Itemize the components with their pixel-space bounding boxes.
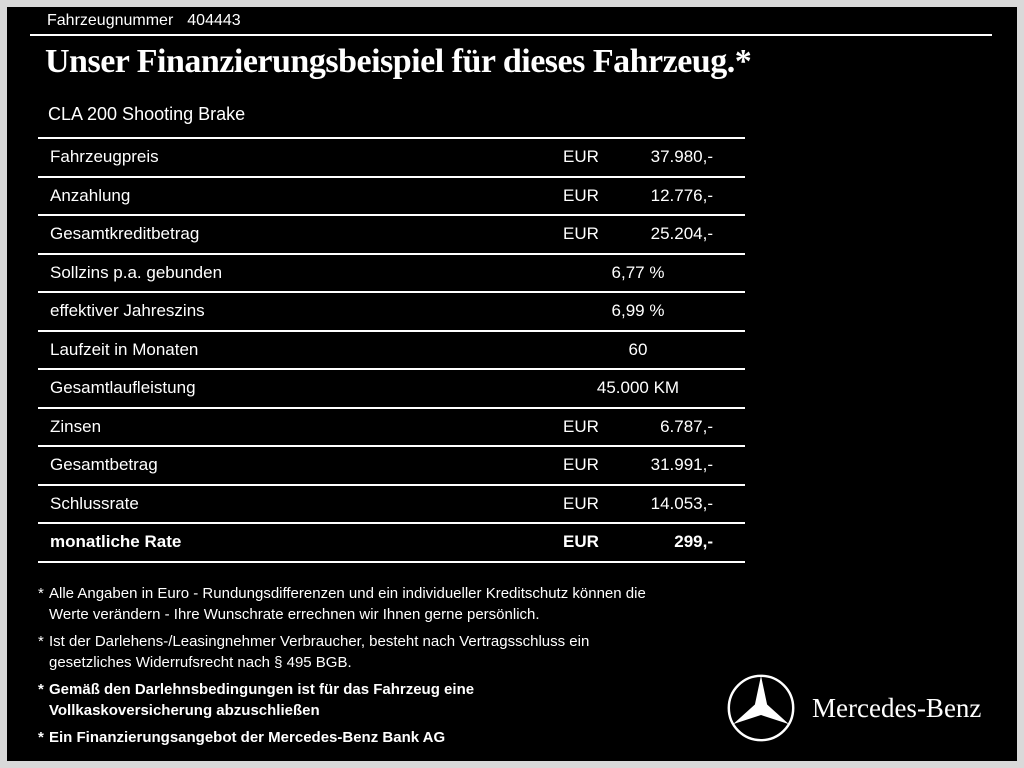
table-row: effektiver Jahreszins 6,99 % <box>38 291 745 330</box>
brand-wordmark: Mercedes-Benz <box>812 692 982 723</box>
row-value: 6,77 % <box>611 262 665 282</box>
row-value-col: EUR 299,- <box>563 532 713 552</box>
finance-offer-page: Fahrzeugnummer 404443 Unser Finanzierung… <box>7 7 1017 761</box>
row-currency: EUR <box>563 147 599 167</box>
header-divider <box>30 34 992 36</box>
footnote: * Gemäß den Darlehnsbedingungen ist für … <box>38 679 750 721</box>
table-row: Zinsen EUR 6.787,- <box>38 406 745 446</box>
row-label: Sollzins p.a. gebunden <box>50 262 223 282</box>
row-label: Anzahlung <box>50 185 131 205</box>
table-row: Fahrzeugpreis EUR 37.980,- <box>38 137 745 176</box>
row-value: 45.000 KM <box>596 378 680 398</box>
row-label: Gesamtbetrag <box>50 455 158 475</box>
row-value: 31.991,- <box>650 455 713 475</box>
row-value-col: EUR 6.787,- <box>563 417 713 437</box>
row-label: Laufzeit in Monaten <box>50 339 199 359</box>
footnote-text: Gemäß den Darlehnsbedingungen ist für da… <box>49 681 475 719</box>
row-value-col: EUR 25.204,- <box>563 224 713 244</box>
row-value-col: 6,77 % <box>563 263 713 283</box>
row-label: Gesamtkreditbetrag <box>50 224 200 244</box>
row-value-col: 60 <box>563 340 713 360</box>
table-row: Gesamtkreditbetrag EUR 25.204,- <box>38 214 745 253</box>
row-value: 12.776,- <box>650 185 713 205</box>
footnote-text: Ist der Darlehens-/Leasingnehmer Verbrau… <box>49 633 590 671</box>
row-label: Schlussrate <box>50 493 139 513</box>
table-row: Sollzins p.a. gebunden 6,77 % <box>38 252 745 292</box>
footnote: * Alle Angaben in Euro - Rundungsdiffere… <box>38 583 750 625</box>
table-row: Schlussrate EUR 14.053,- <box>38 483 745 523</box>
footnotes: * Alle Angaben in Euro - Rundungsdiffere… <box>38 583 750 754</box>
footnote-marker: * <box>38 681 44 698</box>
footnote: * Ein Finanzierungsangebot der Mercedes-… <box>38 727 750 748</box>
row-value: 6,99 % <box>611 301 665 321</box>
vehicle-number-label: Fahrzeugnummer <box>47 12 174 29</box>
footnote-marker: * <box>38 633 44 650</box>
vehicle-model: CLA 200 Shooting Brake <box>48 104 246 124</box>
finance-table: Fahrzeugpreis EUR 37.980,- Anzahlung EUR… <box>38 137 745 563</box>
row-currency: EUR <box>563 455 599 475</box>
row-currency: EUR <box>563 532 599 552</box>
row-value-col: EUR 31.991,- <box>563 455 713 475</box>
table-row: Anzahlung EUR 12.776,- <box>38 175 745 215</box>
row-value-col: EUR 37.980,- <box>563 147 713 167</box>
row-value-col: 6,99 % <box>563 301 713 321</box>
brand-area: Mercedes-Benz <box>726 673 981 743</box>
row-label: Zinsen <box>50 416 102 436</box>
row-value: 25.204,- <box>650 224 713 244</box>
page-title: Unser Finanzierungsbeispiel für dieses F… <box>45 43 752 80</box>
row-value-col: EUR 14.053,- <box>563 494 713 514</box>
row-value: 6.787,- <box>660 416 713 436</box>
table-row: Laufzeit in Monaten 60 <box>38 329 745 369</box>
row-label: effektiver Jahreszins <box>50 301 205 321</box>
footnote-marker: * <box>38 729 44 746</box>
row-value-col: EUR 12.776,- <box>563 186 713 206</box>
row-label: Gesamtlaufleistung <box>50 378 196 398</box>
row-label: monatliche Rate <box>50 532 182 552</box>
table-row: Gesamtbetrag EUR 31.991,- <box>38 445 745 484</box>
vehicle-number: Fahrzeugnummer 404443 <box>47 12 241 30</box>
table-row: Gesamtlaufleistung 45.000 KM <box>38 368 745 407</box>
row-currency: EUR <box>563 224 599 244</box>
row-value: 14.053,- <box>650 493 713 513</box>
row-currency: EUR <box>563 416 599 436</box>
row-value: 60 <box>628 339 648 359</box>
footnote-marker: * <box>38 585 44 602</box>
footnote-text: Ein Finanzierungsangebot der Mercedes-Be… <box>49 729 446 746</box>
row-currency: EUR <box>563 493 599 513</box>
row-value: 299,- <box>674 532 713 552</box>
footnote-text: Alle Angaben in Euro - Rundungsdifferenz… <box>49 585 646 623</box>
row-value: 37.980,- <box>650 147 713 167</box>
row-label: Fahrzeugpreis <box>50 147 159 167</box>
vehicle-number-value: 404443 <box>187 12 241 29</box>
table-row: monatliche Rate EUR 299,- <box>38 522 745 561</box>
row-currency: EUR <box>563 185 599 205</box>
row-value-col: 45.000 KM <box>563 378 713 398</box>
mercedes-star-icon <box>727 674 795 742</box>
footnote: * Ist der Darlehens-/Leasingnehmer Verbr… <box>38 631 750 673</box>
